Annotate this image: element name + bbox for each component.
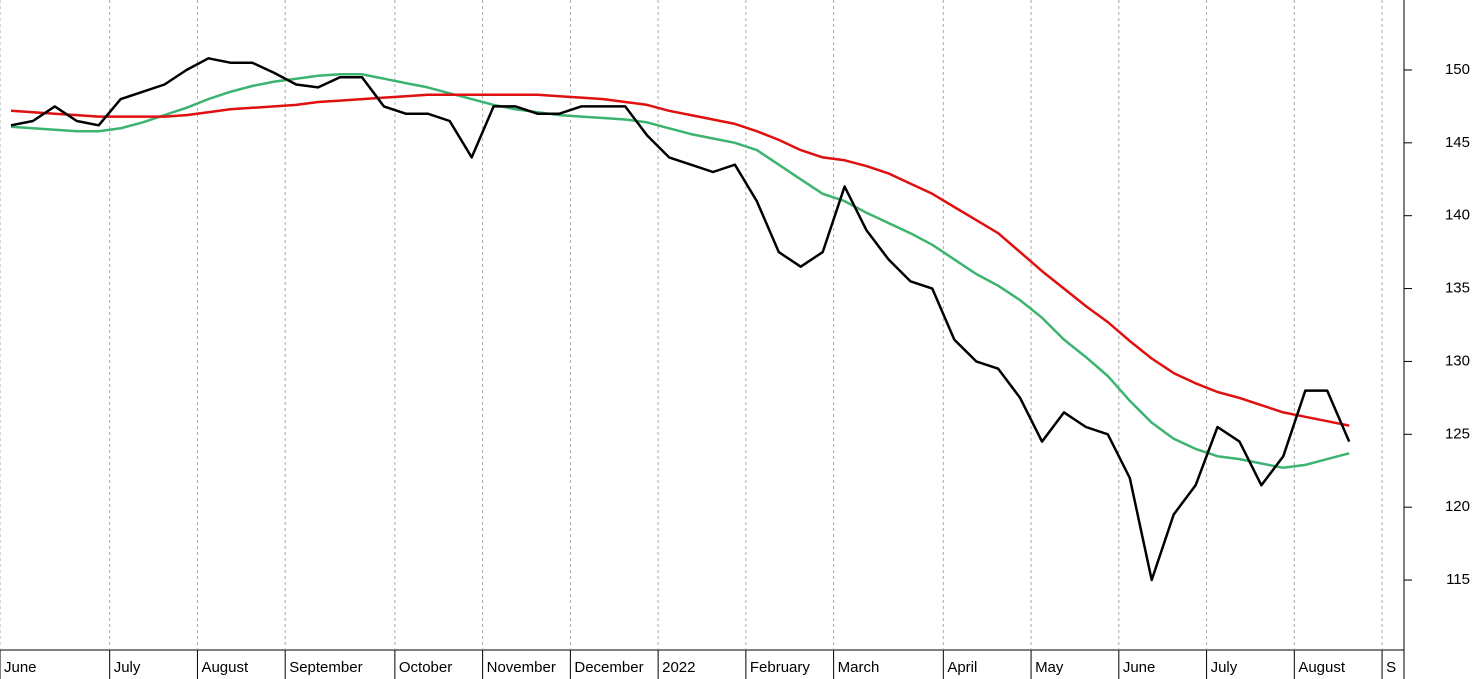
x-tick-label: December <box>574 659 643 676</box>
y-tick-label: 120 <box>1445 498 1470 515</box>
x-tick-label: March <box>838 659 880 676</box>
x-tick-label: November <box>487 659 556 676</box>
x-tick-label: July <box>1211 659 1238 676</box>
x-tick-label: June <box>4 659 37 676</box>
y-tick-label: 135 <box>1445 280 1470 297</box>
series-line <box>10 93 1350 427</box>
x-tick-label: May <box>1035 659 1064 676</box>
x-tick-label: 2022 <box>662 659 695 676</box>
series-line <box>10 73 1350 470</box>
y-tick-label: 150 <box>1445 61 1470 78</box>
y-tick-label: 140 <box>1445 207 1470 224</box>
x-tick-label: October <box>399 659 452 676</box>
x-tick-label: August <box>1298 659 1346 676</box>
x-tick-label: April <box>947 659 977 676</box>
series-line <box>10 57 1351 582</box>
x-tick-label: September <box>289 659 362 676</box>
x-tick-label: August <box>201 659 249 676</box>
y-tick-label: 115 <box>1446 571 1470 588</box>
x-tick-label: S <box>1386 659 1396 676</box>
x-tick-label: February <box>750 659 811 676</box>
x-tick-label: July <box>114 659 141 676</box>
y-tick-label: 145 <box>1445 134 1470 151</box>
y-tick-label: 130 <box>1445 352 1470 369</box>
y-tick-label: 125 <box>1445 425 1470 442</box>
x-tick-label: June <box>1123 659 1156 676</box>
